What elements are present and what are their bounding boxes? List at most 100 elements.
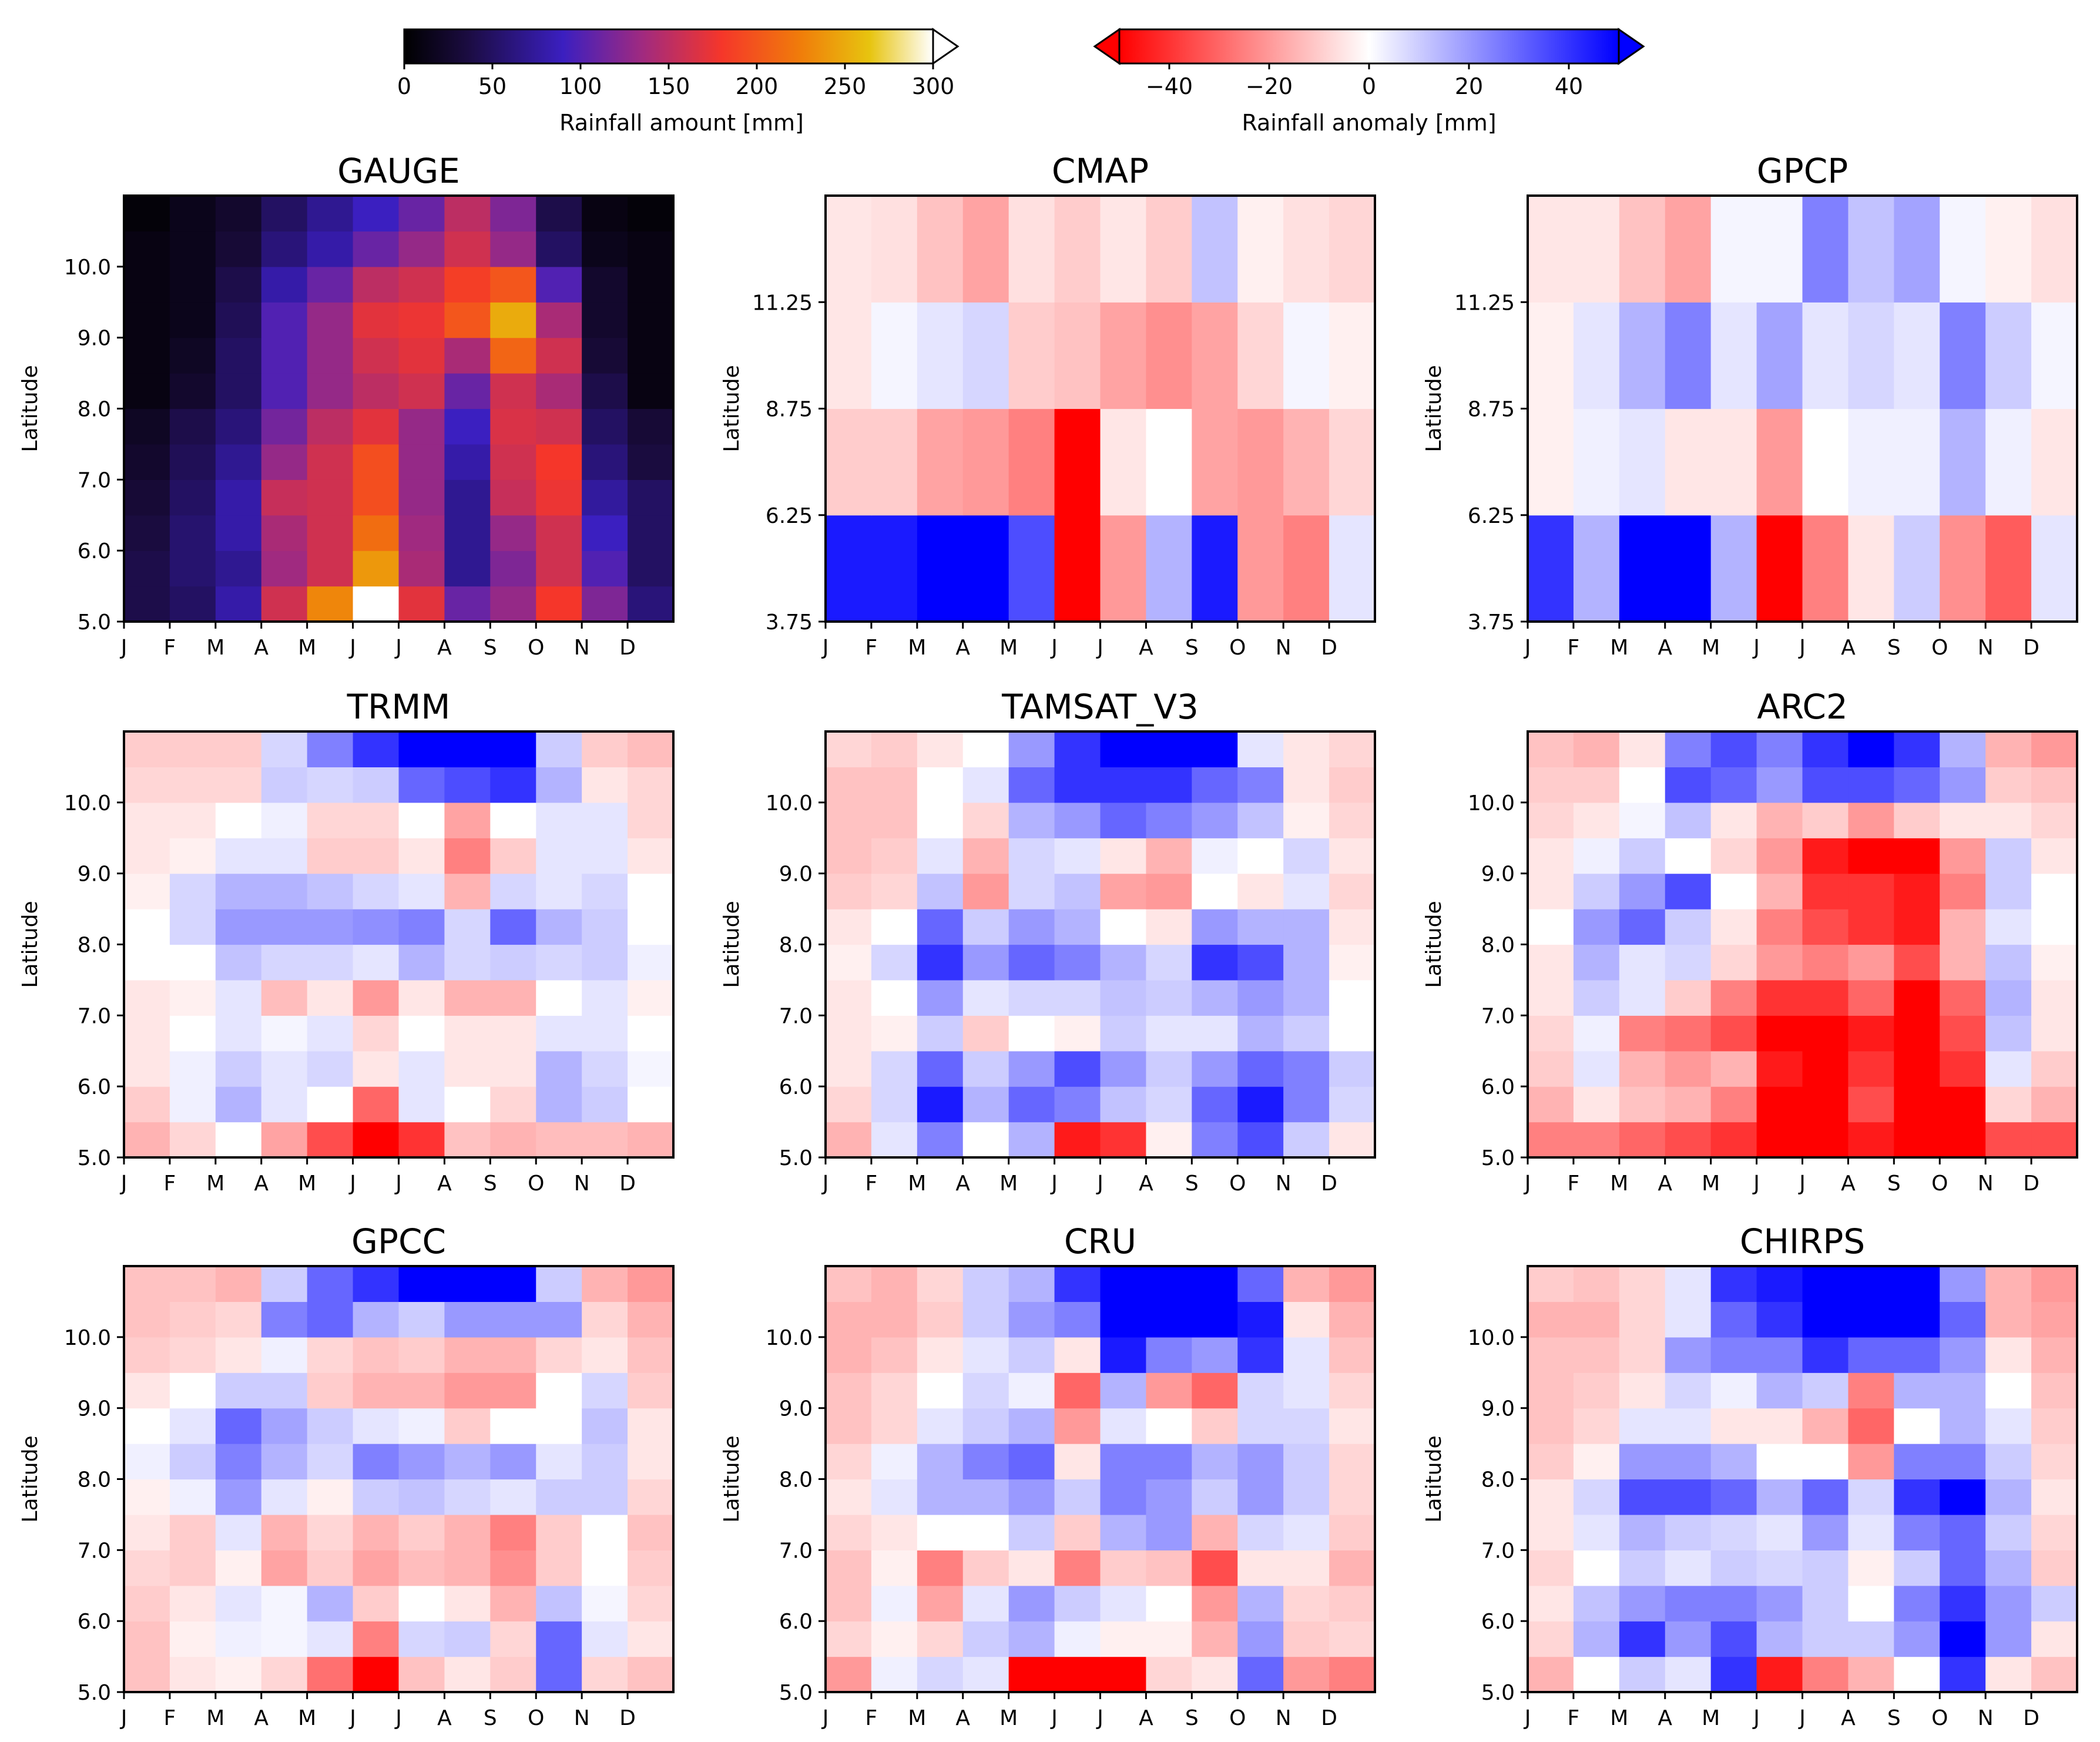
heatmap-cell [1756, 1015, 1803, 1052]
heatmap-cell [307, 1266, 354, 1303]
heatmap-cell [826, 1301, 872, 1338]
colorbar-tick-label: 250 [824, 73, 867, 99]
heatmap-cell [826, 1372, 872, 1409]
heatmap-cell [1848, 1514, 1894, 1550]
heatmap-cell [215, 266, 262, 303]
heatmap-cell [871, 979, 918, 1016]
heatmap-cell [1940, 1408, 1986, 1444]
heatmap-cell [124, 1550, 170, 1586]
x-tick-label: A [955, 636, 970, 660]
heatmap-cell [124, 231, 170, 267]
y-tick-label: 11.25 [1454, 291, 1515, 315]
heatmap-cell [962, 1122, 1009, 1158]
heatmap-cell [124, 979, 170, 1016]
heatmap-cell [628, 586, 674, 622]
heatmap-cell [582, 337, 628, 374]
y-tick-label: 8.0 [779, 1468, 813, 1492]
x-tick-label: J [348, 1172, 356, 1196]
heatmap-cell [1573, 802, 1620, 838]
heatmap-cell [582, 1301, 628, 1338]
heatmap-cell [826, 1621, 872, 1657]
heatmap-cell [124, 767, 170, 803]
x-tick-label: J [394, 636, 402, 660]
heatmap-cell [353, 1086, 400, 1123]
y-tick-label: 10.0 [766, 1326, 813, 1350]
heatmap-cell [398, 1479, 445, 1515]
heatmap-cell [536, 551, 582, 587]
heatmap-cell [1894, 1656, 1940, 1693]
panel-title: TAMSAT_V3 [1001, 687, 1199, 727]
heatmap-cell [1146, 515, 1192, 622]
heatmap-cell [307, 1086, 354, 1123]
heatmap-cell [536, 1301, 582, 1338]
heatmap-cell [917, 1266, 964, 1303]
heatmap-cell [261, 1656, 308, 1693]
heatmap-cell [1100, 731, 1147, 768]
heatmap-cell [1283, 1015, 1330, 1052]
heatmap-cell [490, 444, 536, 480]
heatmap-cells [826, 1266, 1376, 1693]
heatmap-cell [1894, 1514, 1940, 1550]
heatmap-cell [1573, 1050, 1620, 1087]
x-tick-label: N [1276, 1706, 1291, 1730]
heatmap-cell [1985, 1015, 2032, 1052]
heatmap-cell [124, 1621, 170, 1657]
heatmap-cell [917, 1301, 964, 1338]
heatmap-cell [353, 1514, 400, 1550]
heatmap-cell [490, 1050, 536, 1087]
heatmap-cell [1894, 1337, 1940, 1373]
heatmap-cell [1802, 196, 1849, 303]
heatmap-cell [871, 1301, 918, 1338]
heatmap-cell [826, 1050, 872, 1087]
heatmap-cell [1008, 1585, 1055, 1622]
heatmap-cell [536, 873, 582, 909]
heatmap-cell [826, 1444, 872, 1480]
heatmap-cell [169, 1301, 216, 1338]
heatmap-cell [871, 1408, 918, 1444]
heatmap-cell [261, 1266, 308, 1303]
y-tick-label: 8.0 [78, 398, 111, 422]
heatmap-cell [1985, 1050, 2032, 1087]
heatmap-cell [1237, 408, 1284, 516]
heatmap-cell [1940, 1372, 1986, 1409]
heatmap-cell [261, 1444, 308, 1480]
heatmap-cell [1985, 909, 2032, 945]
heatmap-cell [582, 909, 628, 945]
heatmap-cell [1848, 1585, 1894, 1622]
heatmap-cell [1756, 944, 1803, 981]
heatmap-cell [307, 515, 354, 551]
heatmap-cell [917, 1050, 964, 1087]
heatmap-cell [1619, 909, 1666, 945]
heatmap-cell [1054, 838, 1101, 874]
heatmap-cell [1100, 909, 1147, 945]
heatmap-cell [215, 767, 262, 803]
heatmap-cell [536, 1550, 582, 1586]
y-tick-label: 8.75 [1468, 398, 1515, 422]
heatmap-cell [490, 873, 536, 909]
heatmap-cell [124, 1122, 170, 1158]
y-axis-label: Latitude [1422, 901, 1446, 988]
heatmap-cell [536, 1621, 582, 1657]
heatmap-cell [1756, 1266, 1803, 1303]
heatmap-cell [826, 873, 872, 909]
y-axis-label: Latitude [720, 1435, 744, 1522]
heatmap-cell [490, 1015, 536, 1052]
heatmap-cell [1573, 1621, 1620, 1657]
heatmap-cell [1008, 767, 1055, 803]
heatmap-cell [962, 1621, 1009, 1657]
heatmap-cell [1985, 802, 2032, 838]
heatmap-cell [962, 1479, 1009, 1515]
heatmap-cell [962, 1585, 1009, 1622]
heatmap-cell [1192, 1656, 1238, 1693]
colorbar-tick-label: 0 [1362, 73, 1376, 99]
x-tick-label: J [1524, 1172, 1531, 1196]
heatmap-cell [398, 479, 445, 516]
heatmap-cell [1192, 1550, 1238, 1586]
heatmap-cell [398, 1337, 445, 1373]
heatmap-cell [124, 1514, 170, 1550]
y-tick-label: 9.0 [1481, 1397, 1515, 1421]
heatmap-cell [1528, 873, 1574, 909]
heatmap-cell [2031, 1015, 2078, 1052]
heatmap-cell [871, 1122, 918, 1158]
heatmap-cell [1528, 1656, 1574, 1693]
